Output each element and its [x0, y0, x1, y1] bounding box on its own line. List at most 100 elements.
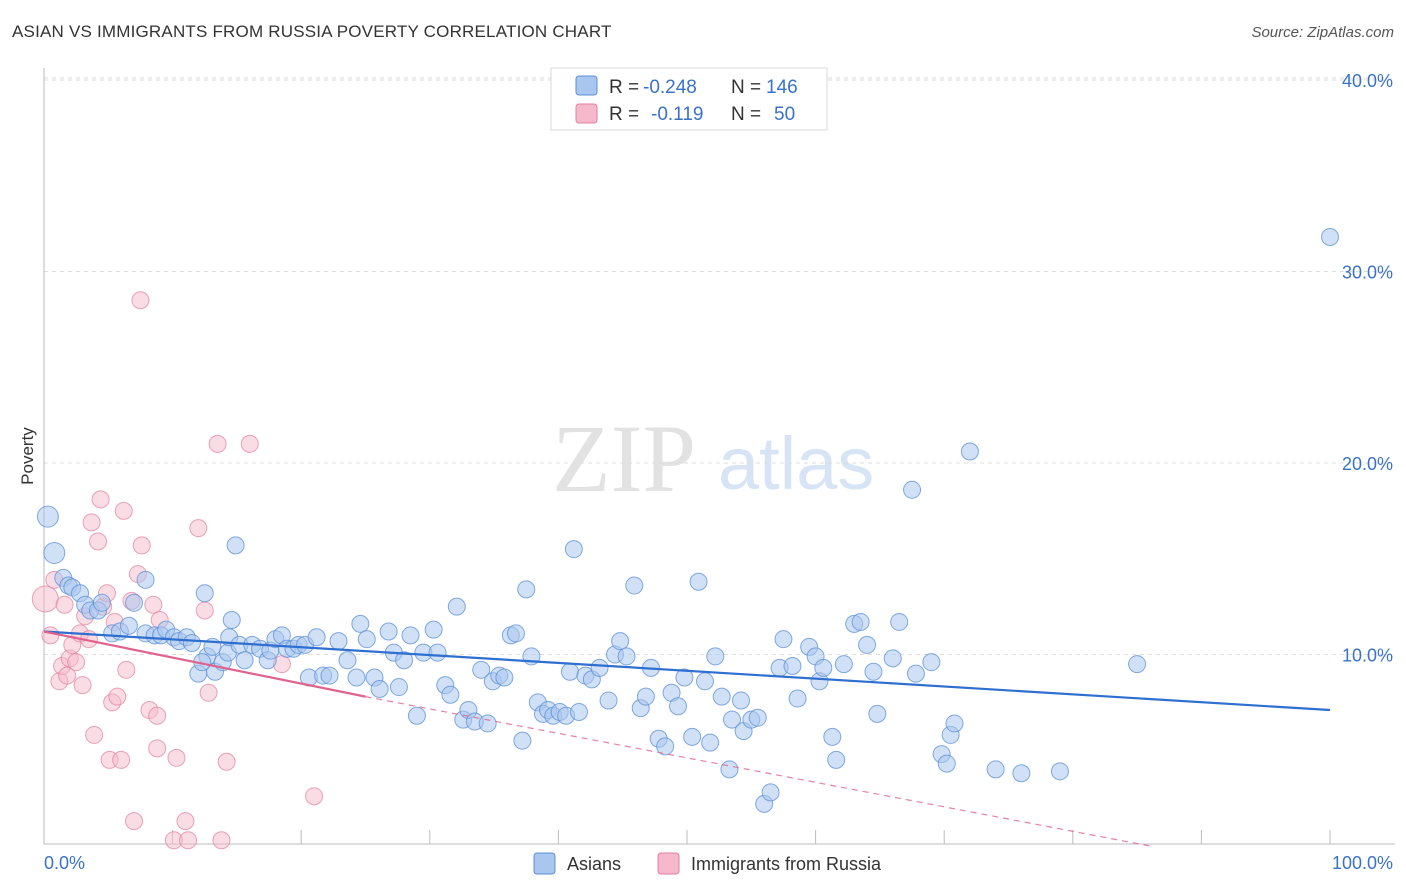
- russia-point: [89, 532, 108, 551]
- russia-point: [217, 752, 236, 771]
- asian-point: [720, 760, 739, 779]
- asian-point: [92, 593, 111, 612]
- asian-point: [560, 662, 579, 681]
- asian-point: [36, 505, 59, 528]
- russia-point: [67, 653, 86, 672]
- asian-point: [590, 658, 609, 677]
- russia-point: [85, 725, 104, 744]
- asian-point: [858, 635, 877, 654]
- asian-point: [370, 679, 389, 698]
- asian-point: [307, 628, 326, 647]
- asian-point: [395, 651, 414, 670]
- chart-title: ASIAN VS IMMIGRANTS FROM RUSSIA POVERTY …: [12, 22, 612, 41]
- asian-point: [226, 536, 245, 555]
- y-tick-label: 10.0%: [1342, 646, 1393, 666]
- asian-point: [195, 584, 214, 603]
- russia-point: [131, 291, 150, 310]
- russia-point: [167, 748, 186, 767]
- asian-point: [611, 632, 630, 651]
- asian-point: [569, 702, 588, 721]
- asian-point: [506, 624, 525, 643]
- asian-point: [478, 714, 497, 733]
- asian-point: [495, 668, 514, 687]
- russia-point: [114, 501, 133, 520]
- asian-point: [723, 710, 742, 729]
- asian-point: [748, 708, 767, 727]
- asian-point: [320, 666, 339, 685]
- russia-point: [125, 812, 144, 831]
- russia-point: [108, 687, 127, 706]
- bottom-legend-swatch-asian: [533, 852, 556, 875]
- asian-point: [347, 668, 366, 687]
- asian-point: [182, 634, 201, 653]
- y-tick-labels: 10.0% 20.0% 30.0% 40.0%: [1342, 71, 1393, 666]
- watermark-zip: ZIP: [552, 405, 696, 512]
- legend: R = -0.248 N = 146 R = -0.119 N = 50: [550, 67, 828, 131]
- russia-trend-extension: [365, 696, 1151, 847]
- russia-point: [132, 536, 151, 555]
- legend-r-label-russia: R =: [609, 104, 639, 125]
- asian-point: [472, 660, 491, 679]
- russia-points: [31, 291, 324, 850]
- russia-point: [189, 519, 208, 538]
- asian-point: [424, 620, 443, 639]
- y-tick-label: 40.0%: [1342, 71, 1393, 91]
- asian-point: [696, 672, 715, 691]
- x-tick-label-min: 0.0%: [44, 853, 85, 873]
- y-tick-label: 30.0%: [1342, 263, 1393, 283]
- asian-point: [906, 664, 925, 683]
- asian-point: [222, 611, 241, 630]
- y-axis-label: Poverty: [18, 427, 37, 485]
- asian-point: [136, 570, 155, 589]
- asian-point: [599, 691, 618, 710]
- asian-point: [827, 750, 846, 769]
- bottom-legend-swatch-russia: [657, 852, 680, 875]
- x-ticks: [43, 830, 1331, 844]
- russia-point: [179, 831, 198, 850]
- asian-point: [389, 678, 408, 697]
- gridlines: [44, 77, 1395, 655]
- asian-point: [986, 760, 1005, 779]
- bottom-legend-label-asian: Asians: [567, 854, 621, 874]
- asian-point: [656, 737, 675, 756]
- legend-r-value-russia: -0.119: [651, 104, 703, 125]
- asian-point: [834, 655, 853, 674]
- russia-point: [176, 812, 195, 831]
- russia-point: [41, 626, 60, 645]
- russia-point: [144, 595, 163, 614]
- asian-point: [761, 783, 780, 802]
- asian-point: [890, 612, 909, 631]
- legend-n-value-asian: 146: [766, 77, 798, 98]
- asian-point: [689, 572, 708, 591]
- asian-point: [814, 658, 833, 677]
- russia-point: [55, 595, 74, 614]
- asian-point: [851, 612, 870, 631]
- x-tick-label-max: 100.0%: [1332, 853, 1393, 873]
- y-tick-label: 20.0%: [1342, 454, 1393, 474]
- asian-point: [868, 704, 887, 723]
- asian-point: [235, 651, 254, 670]
- russia-point: [91, 490, 110, 509]
- asian-point: [441, 685, 460, 704]
- asian-point: [636, 687, 655, 706]
- bottom-legend-label-russia: Immigrants from Russia: [691, 854, 882, 874]
- russia-point: [58, 666, 77, 685]
- asian-point: [706, 647, 725, 666]
- russia-point: [148, 706, 167, 725]
- asian-point: [617, 647, 636, 666]
- asian-point: [125, 593, 144, 612]
- asian-point: [922, 653, 941, 672]
- asian-trend-line: [43, 630, 1331, 712]
- asian-point: [712, 687, 731, 706]
- asian-point: [788, 689, 807, 708]
- legend-swatch-russia: [575, 103, 598, 124]
- asian-point: [883, 649, 902, 668]
- russia-point: [240, 434, 259, 453]
- asian-point: [675, 668, 694, 687]
- asian-point: [379, 622, 398, 641]
- russia-point: [195, 601, 214, 620]
- russia-point: [117, 660, 136, 679]
- russia-point: [212, 831, 231, 850]
- russia-point: [73, 676, 92, 695]
